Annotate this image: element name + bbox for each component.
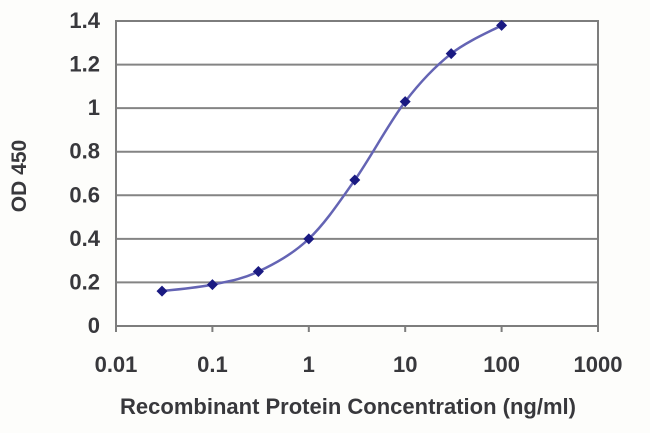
plot-background — [116, 21, 598, 326]
data-point-marker — [156, 285, 168, 297]
y-tick-label: 0.6 — [69, 182, 100, 207]
data-point-marker — [399, 96, 411, 108]
data-point-marker — [252, 266, 264, 278]
data-point-marker — [206, 279, 218, 291]
y-tick-label: 0 — [88, 313, 100, 338]
x-tick-label: 0.01 — [95, 352, 138, 377]
data-point-marker — [303, 233, 315, 245]
y-tick-label: 1.2 — [69, 52, 100, 77]
y-axis-title: OD 450 — [8, 139, 31, 213]
y-tick-label: 0.8 — [69, 139, 100, 164]
data-point-marker — [445, 48, 457, 60]
y-tick-label: 1 — [88, 95, 100, 120]
y-tick-label: 0.4 — [69, 226, 100, 251]
x-tick-label: 1000 — [574, 352, 623, 377]
y-tick-label: 0.2 — [69, 269, 100, 294]
x-tick-label: 0.1 — [197, 352, 228, 377]
data-point-marker — [349, 174, 361, 186]
series-line — [160, 24, 503, 293]
x-axis-title: Recombinant Protein Concentration (ng/ml… — [120, 394, 576, 419]
x-tick-label: 100 — [483, 352, 520, 377]
x-tick-label: 1 — [303, 352, 315, 377]
plot-border — [115, 20, 599, 327]
y-tick-label: 1.4 — [69, 8, 100, 33]
x-tick-label: 10 — [393, 352, 417, 377]
data-point-marker — [496, 19, 508, 31]
